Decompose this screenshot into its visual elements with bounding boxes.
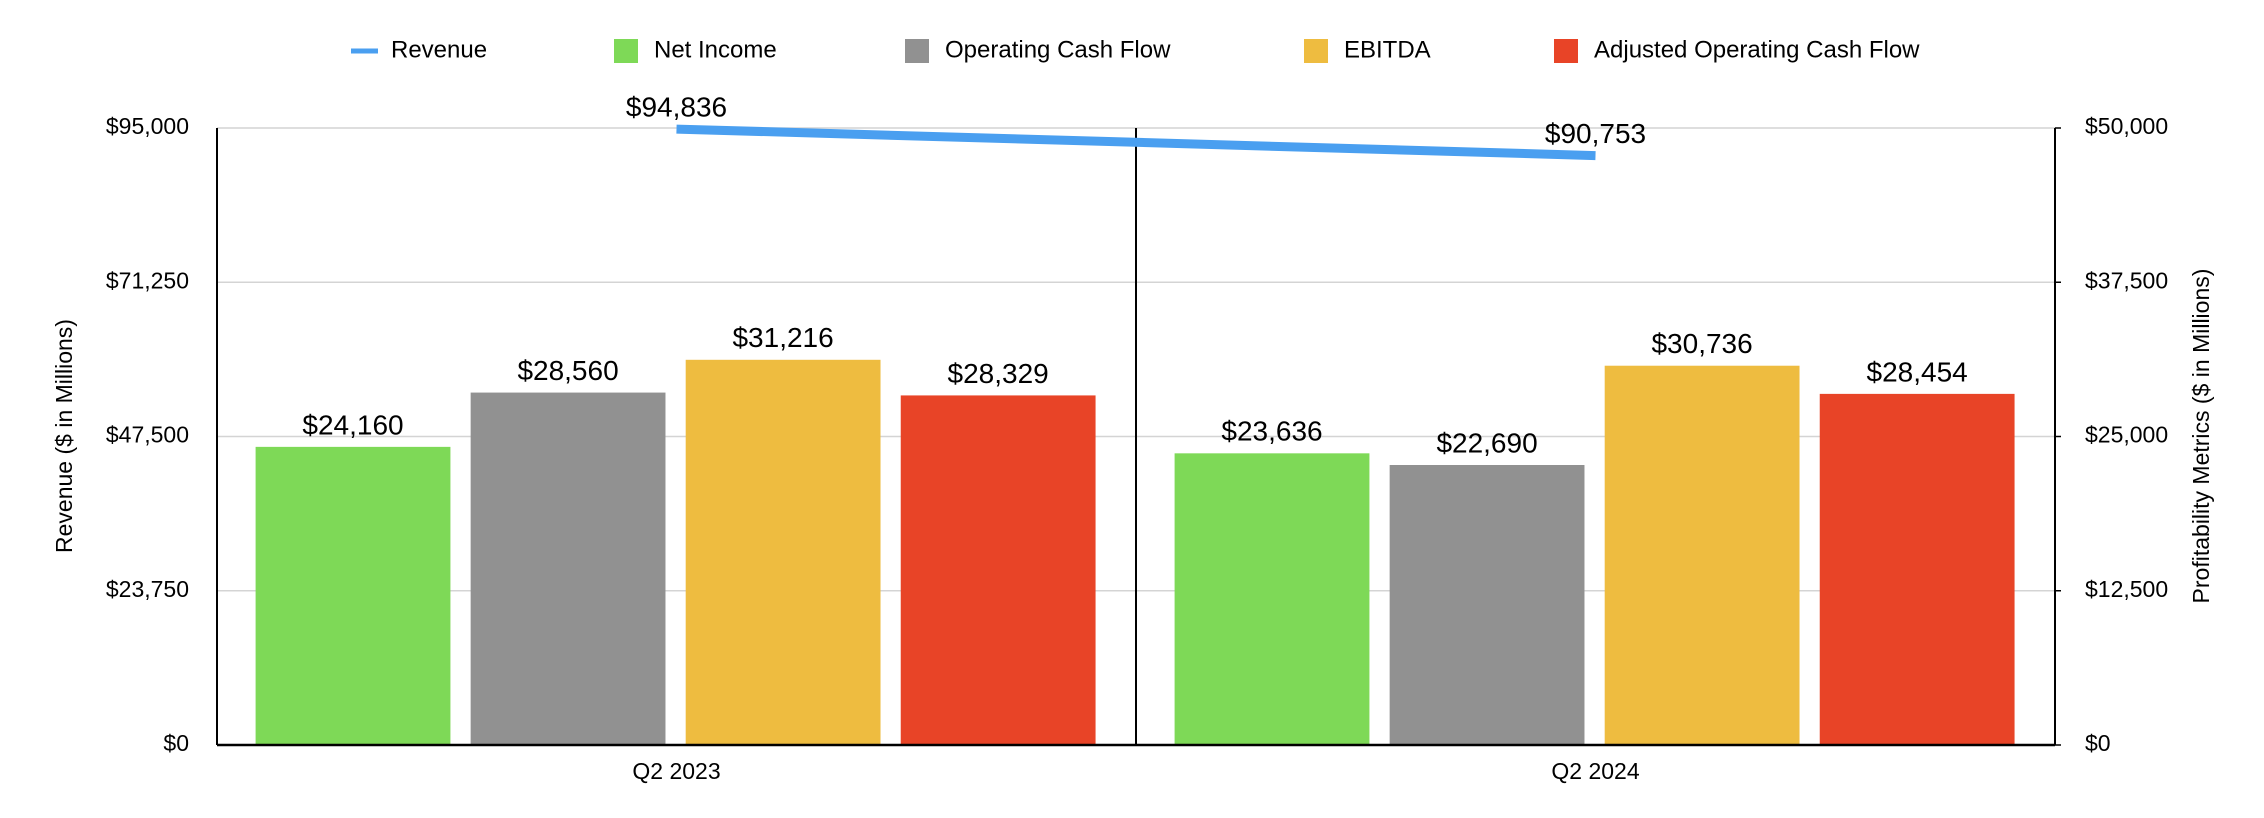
line-value-label: $90,753 bbox=[1545, 118, 1646, 149]
bar bbox=[470, 392, 666, 745]
bar-value-label: $28,454 bbox=[1867, 356, 1968, 387]
y-tick-label: $23,750 bbox=[106, 576, 189, 602]
y2-tick-label: $0 bbox=[2085, 730, 2111, 756]
legend-swatch bbox=[1304, 39, 1328, 63]
bar bbox=[900, 395, 1096, 745]
bar bbox=[685, 359, 881, 745]
bar bbox=[255, 446, 451, 745]
legend-swatch bbox=[614, 39, 638, 63]
y-tick-label: $95,000 bbox=[106, 113, 189, 139]
y2-tick-label: $37,500 bbox=[2085, 267, 2168, 293]
y-tick-label: $47,500 bbox=[106, 422, 189, 448]
y-axis-title: Revenue ($ in Millions) bbox=[51, 319, 77, 553]
x-tick-label: Q2 2023 bbox=[632, 758, 720, 784]
bar bbox=[1174, 453, 1370, 745]
bar bbox=[1389, 465, 1585, 745]
bar-value-label: $24,160 bbox=[302, 409, 403, 440]
y2-tick-label: $50,000 bbox=[2085, 113, 2168, 139]
bar-value-label: $28,329 bbox=[948, 358, 1049, 389]
line bbox=[676, 124, 1596, 161]
legend-label: Adjusted Operating Cash Flow bbox=[1594, 36, 1920, 63]
bar-value-label: $22,690 bbox=[1436, 427, 1537, 458]
bar-value-label: $30,736 bbox=[1651, 328, 1752, 359]
bar bbox=[1604, 365, 1800, 745]
legend-label: Revenue bbox=[391, 36, 487, 63]
y-tick-label: $0 bbox=[163, 730, 189, 756]
y2-tick-label: $12,500 bbox=[2085, 576, 2168, 602]
bar bbox=[1819, 393, 2015, 745]
line-value-label: $94,836 bbox=[626, 91, 727, 122]
legend-label: EBITDA bbox=[1344, 36, 1431, 63]
legend-label: Net Income bbox=[654, 36, 777, 63]
x-tick-label: Q2 2024 bbox=[1551, 758, 1639, 784]
y-tick-label: $71,250 bbox=[106, 267, 189, 293]
bar-value-label: $23,636 bbox=[1221, 416, 1322, 447]
bar-value-label: $31,216 bbox=[732, 322, 833, 353]
y2-axis-title: Profitability Metrics ($ in Millions) bbox=[2188, 269, 2214, 604]
y2-tick-label: $25,000 bbox=[2085, 422, 2168, 448]
legend-swatch bbox=[905, 39, 929, 63]
bar-value-label: $28,560 bbox=[517, 355, 618, 386]
legend-swatch bbox=[1554, 39, 1578, 63]
legend-label: Operating Cash Flow bbox=[945, 36, 1171, 63]
